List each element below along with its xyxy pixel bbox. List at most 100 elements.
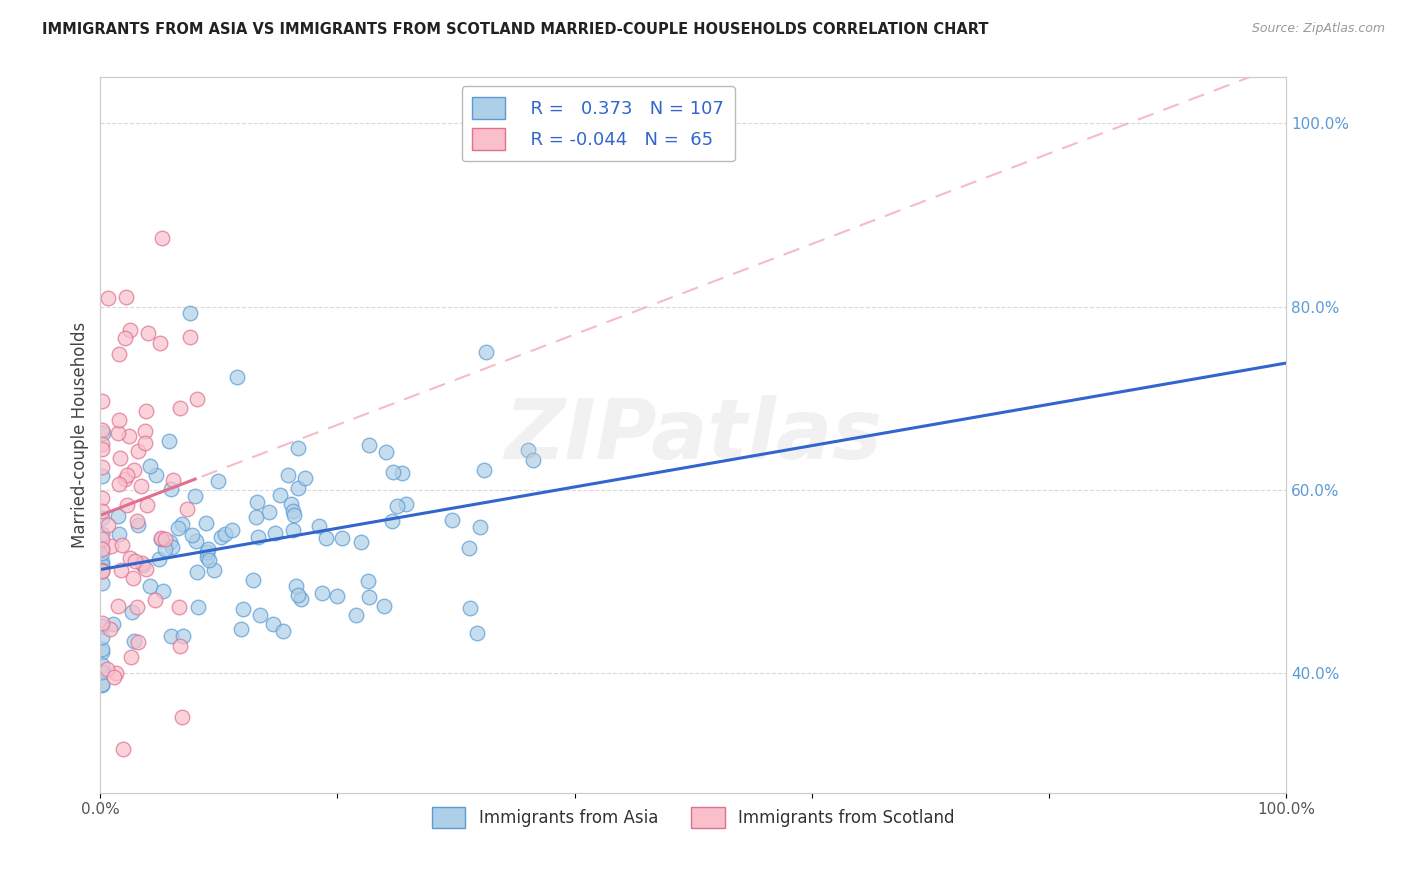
Point xyxy=(103,670,125,684)
Point xyxy=(150,531,173,545)
Point xyxy=(281,504,304,518)
Point xyxy=(280,497,302,511)
Point xyxy=(117,429,139,443)
Point xyxy=(134,424,156,438)
Text: Source: ZipAtlas.com: Source: ZipAtlas.com xyxy=(1251,22,1385,36)
Point xyxy=(262,616,284,631)
Point xyxy=(287,441,309,455)
Point xyxy=(179,305,201,319)
Point xyxy=(169,639,191,653)
Point xyxy=(172,710,194,724)
Point xyxy=(135,562,157,576)
Point xyxy=(90,658,112,673)
Point xyxy=(108,526,131,541)
Point xyxy=(475,345,498,359)
Point xyxy=(115,290,138,304)
Point xyxy=(346,607,368,622)
Point xyxy=(122,462,145,476)
Point xyxy=(90,541,112,556)
Point xyxy=(186,565,208,579)
Point xyxy=(387,500,409,514)
Point xyxy=(382,465,405,479)
Point xyxy=(90,645,112,659)
Point xyxy=(90,619,112,633)
Point xyxy=(90,555,112,569)
Point xyxy=(308,518,330,533)
Point xyxy=(197,553,219,567)
Point xyxy=(103,616,125,631)
Point xyxy=(311,586,333,600)
Point xyxy=(162,473,184,487)
Point xyxy=(287,588,309,602)
Point xyxy=(242,573,264,587)
Point xyxy=(148,552,170,566)
Point xyxy=(152,584,174,599)
Point xyxy=(90,642,112,657)
Point xyxy=(127,518,149,533)
Point xyxy=(195,516,218,530)
Point xyxy=(232,602,254,616)
Point xyxy=(90,564,112,578)
Point xyxy=(127,635,149,649)
Point xyxy=(90,511,112,525)
Point xyxy=(186,534,208,549)
Point xyxy=(108,413,131,427)
Point xyxy=(245,509,267,524)
Point xyxy=(257,505,280,519)
Point xyxy=(124,633,146,648)
Point xyxy=(90,394,112,409)
Point xyxy=(135,498,157,512)
Point xyxy=(160,629,183,643)
Point xyxy=(249,607,271,622)
Point xyxy=(172,629,194,643)
Point xyxy=(107,346,129,360)
Point xyxy=(135,403,157,417)
Point xyxy=(167,600,190,615)
Point xyxy=(269,488,291,502)
Point xyxy=(207,475,229,489)
Point xyxy=(283,508,305,522)
Point xyxy=(139,579,162,593)
Point xyxy=(122,571,145,585)
Point xyxy=(283,523,305,537)
Point xyxy=(181,528,204,542)
Point xyxy=(149,336,172,351)
Point xyxy=(111,538,134,552)
Point xyxy=(90,442,112,456)
Point xyxy=(114,331,136,345)
Point xyxy=(394,497,416,511)
Point xyxy=(96,662,118,676)
Point xyxy=(100,539,122,553)
Text: ZIPatlas: ZIPatlas xyxy=(505,394,882,475)
Point xyxy=(522,452,544,467)
Point xyxy=(107,508,129,523)
Point xyxy=(90,678,112,692)
Point xyxy=(114,472,136,486)
Point xyxy=(90,665,112,679)
Point xyxy=(115,498,138,512)
Point xyxy=(132,558,155,573)
Point xyxy=(143,593,166,607)
Y-axis label: Married-couple Households: Married-couple Households xyxy=(72,322,89,549)
Point xyxy=(90,558,112,573)
Point xyxy=(124,554,146,568)
Point xyxy=(90,491,112,506)
Point xyxy=(246,530,269,544)
Point xyxy=(127,444,149,458)
Point xyxy=(221,523,243,537)
Point xyxy=(359,438,381,452)
Point xyxy=(284,579,307,593)
Point xyxy=(110,450,132,465)
Point xyxy=(517,443,540,458)
Point xyxy=(90,460,112,475)
Point xyxy=(107,426,129,441)
Point xyxy=(277,467,299,482)
Text: IMMIGRANTS FROM ASIA VS IMMIGRANTS FROM SCOTLAND MARRIED-COUPLE HOUSEHOLDS CORRE: IMMIGRANTS FROM ASIA VS IMMIGRANTS FROM … xyxy=(42,22,988,37)
Point xyxy=(90,564,112,578)
Point xyxy=(139,459,162,474)
Point xyxy=(155,532,177,546)
Point xyxy=(105,665,128,680)
Point xyxy=(121,605,143,619)
Point xyxy=(115,468,138,483)
Point xyxy=(125,514,148,528)
